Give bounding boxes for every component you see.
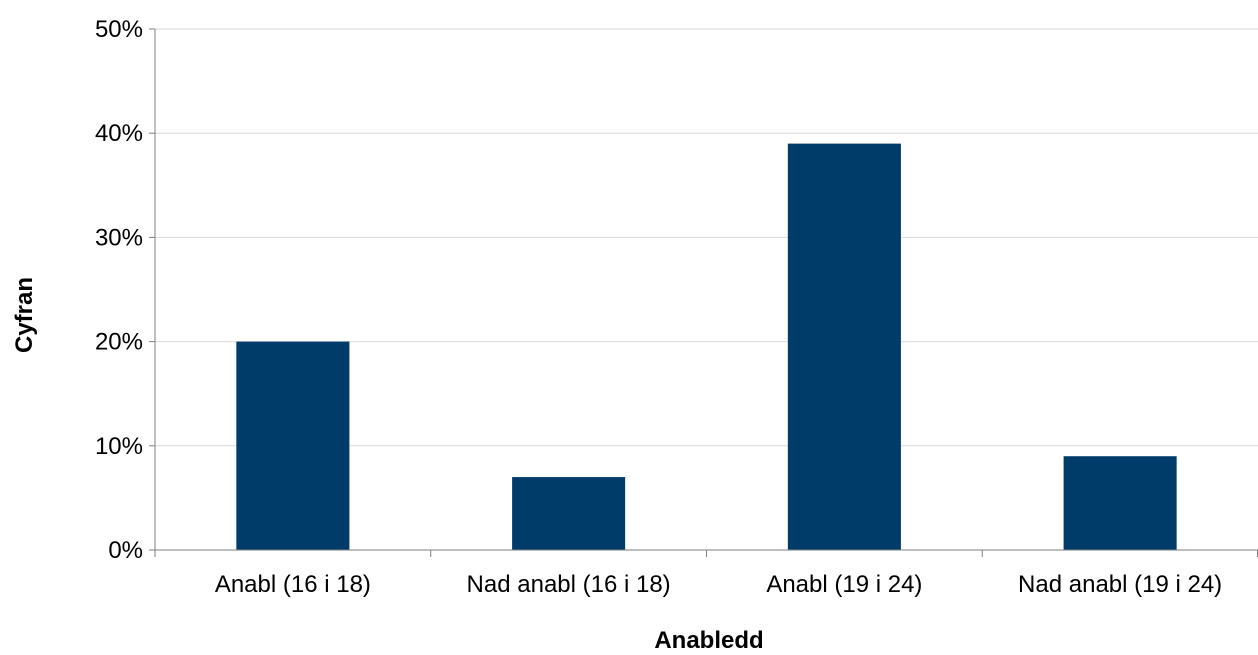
y-tick-label: 50%	[95, 16, 143, 43]
bar	[512, 477, 626, 550]
y-tick-label: 10%	[95, 433, 143, 460]
bar	[236, 341, 350, 550]
bar	[787, 143, 901, 550]
x-tick-label: Anabl (16 i 18)	[215, 571, 371, 598]
bar	[1063, 456, 1177, 550]
bars	[236, 143, 1177, 550]
y-axis-title: Cyfran	[11, 277, 38, 353]
x-axis-title: Anabledd	[654, 627, 763, 654]
y-tick-label: 0%	[108, 537, 143, 564]
y-tick-label: 40%	[95, 120, 143, 147]
x-tick-label: Nad anabl (16 i 18)	[467, 571, 671, 598]
axes	[149, 28, 1258, 557]
x-tick-label: Anabl (19 i 24)	[766, 571, 922, 598]
x-tick-label: Nad anabl (19 i 24)	[1018, 571, 1222, 598]
y-tick-label: 20%	[95, 329, 143, 356]
y-tick-labels: 0% 10% 20% 30% 40% 50%	[95, 16, 143, 564]
x-tick-labels: Anabl (16 i 18) Nad anabl (16 i 18) Anabl …	[215, 571, 1222, 598]
y-tick-label: 30%	[95, 224, 143, 251]
